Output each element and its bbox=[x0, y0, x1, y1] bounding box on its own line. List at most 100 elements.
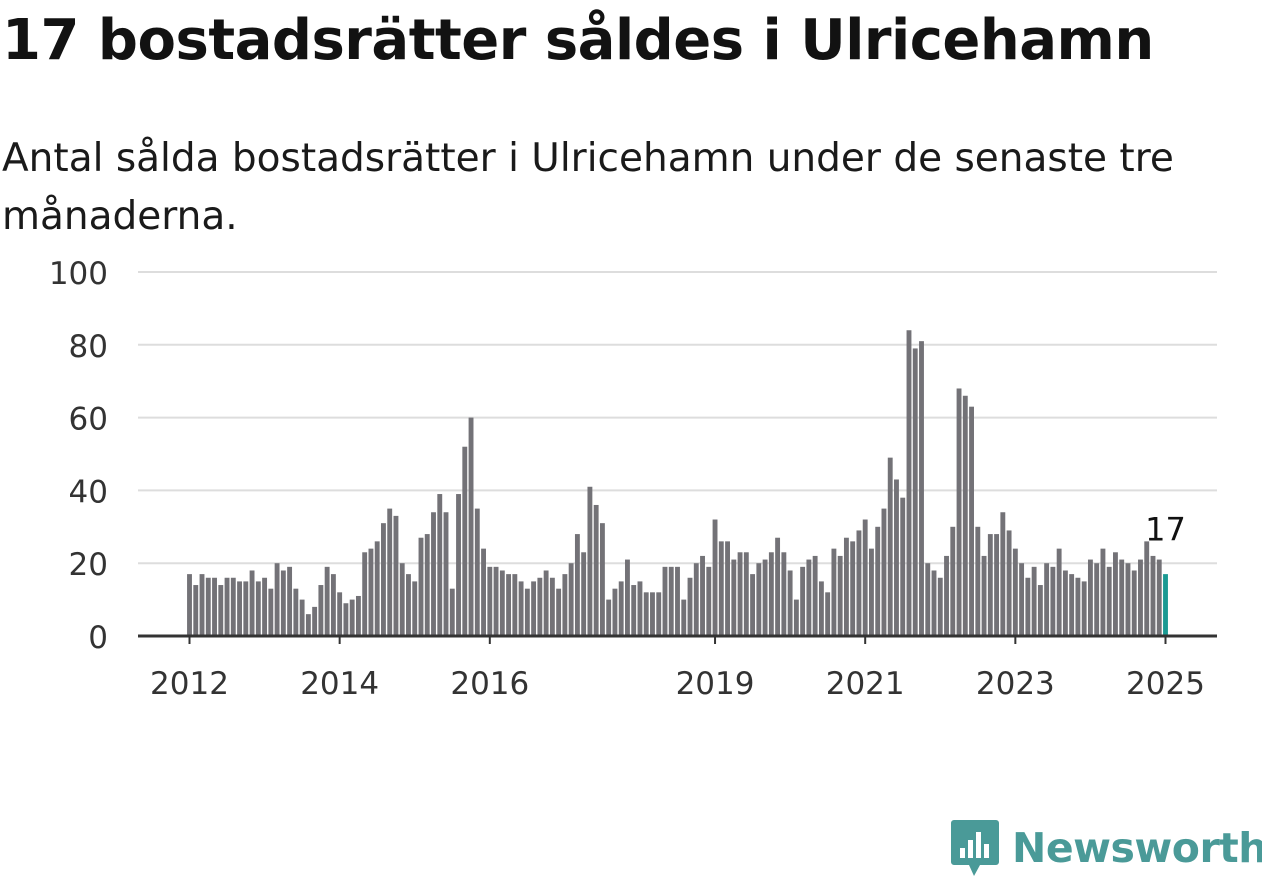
bar bbox=[230, 577, 236, 636]
bar bbox=[1056, 548, 1062, 636]
newsworthy-logo: Newsworthy bbox=[950, 818, 1262, 878]
bar bbox=[412, 581, 418, 636]
bar bbox=[768, 552, 774, 636]
bar bbox=[324, 566, 330, 636]
bar bbox=[706, 566, 712, 636]
bar bbox=[424, 534, 430, 636]
bar bbox=[656, 592, 662, 636]
bar bbox=[806, 559, 812, 636]
bar bbox=[668, 566, 674, 636]
bar bbox=[506, 574, 512, 636]
bar bbox=[330, 574, 336, 636]
bar bbox=[399, 563, 405, 636]
bar bbox=[462, 446, 468, 636]
bar bbox=[693, 563, 699, 636]
bar bbox=[987, 534, 993, 636]
bar bbox=[212, 577, 217, 636]
bar bbox=[831, 548, 837, 636]
x-tick-label: 2014 bbox=[300, 666, 379, 702]
bar bbox=[456, 494, 461, 636]
bar bbox=[756, 563, 762, 636]
bar bbox=[643, 592, 649, 636]
bar bbox=[975, 526, 981, 636]
y-axis-ticks: 0 20 40 60 80 100 bbox=[49, 256, 108, 656]
bar bbox=[731, 559, 737, 636]
bar bbox=[837, 555, 843, 636]
x-tick-label: 2021 bbox=[826, 666, 905, 702]
bar bbox=[205, 577, 211, 636]
bar bbox=[337, 592, 343, 636]
bar bbox=[931, 570, 937, 636]
bar bbox=[737, 552, 743, 636]
bar bbox=[1000, 512, 1006, 636]
bar bbox=[406, 574, 411, 636]
bar bbox=[700, 555, 705, 636]
bar bbox=[856, 530, 862, 636]
bar bbox=[274, 563, 280, 636]
bar bbox=[1156, 559, 1162, 636]
bar bbox=[1144, 541, 1150, 636]
bar bbox=[969, 406, 974, 636]
bar bbox=[937, 577, 943, 636]
last-value-label: 17 bbox=[1145, 511, 1186, 549]
bar bbox=[487, 566, 493, 636]
chart-subtitle: Antal sålda bostadsrätter i Ulricehamn u… bbox=[2, 136, 1174, 239]
bar bbox=[956, 388, 962, 636]
bar bbox=[944, 555, 949, 636]
bar bbox=[875, 526, 881, 636]
bar bbox=[187, 574, 192, 636]
bar bbox=[312, 606, 318, 636]
bar bbox=[681, 599, 687, 636]
brand-name: Newsworthy bbox=[1012, 824, 1262, 872]
bar bbox=[349, 599, 355, 636]
bar bbox=[1031, 566, 1037, 636]
bar bbox=[1075, 577, 1081, 636]
bar bbox=[599, 523, 605, 636]
bar bbox=[981, 555, 987, 636]
bar bbox=[362, 552, 368, 636]
bar bbox=[1044, 563, 1050, 636]
bar bbox=[574, 534, 580, 636]
bar bbox=[293, 588, 299, 636]
gridlines bbox=[138, 271, 1217, 565]
bar bbox=[268, 588, 274, 636]
bar bbox=[1106, 566, 1112, 636]
bar bbox=[612, 588, 618, 636]
bar bbox=[556, 588, 562, 636]
bar bbox=[862, 519, 868, 636]
bar bbox=[587, 486, 593, 636]
bar bbox=[631, 585, 637, 636]
bar bbox=[1150, 555, 1156, 636]
bar bbox=[687, 577, 693, 636]
bar bbox=[850, 541, 856, 636]
bar bbox=[593, 504, 599, 636]
y-tick-label: 20 bbox=[69, 547, 108, 583]
bar bbox=[787, 570, 793, 636]
bar bbox=[919, 341, 924, 636]
bar bbox=[662, 566, 668, 636]
bar bbox=[287, 566, 293, 636]
bar bbox=[869, 548, 874, 636]
bar bbox=[499, 570, 505, 636]
bar bbox=[750, 574, 756, 636]
bar bbox=[775, 537, 781, 636]
bars bbox=[187, 330, 1168, 636]
chart-title: 17 bostadsrätter såldes i Ulricehamn bbox=[2, 8, 1154, 73]
bar bbox=[537, 577, 543, 636]
bar bbox=[912, 348, 918, 636]
bar bbox=[493, 566, 499, 636]
bar bbox=[1025, 577, 1031, 636]
bar bbox=[743, 552, 749, 636]
y-tick-label: 40 bbox=[69, 474, 108, 510]
y-tick-label: 60 bbox=[69, 402, 108, 438]
y-tick-label: 100 bbox=[49, 256, 108, 292]
bar bbox=[1019, 563, 1025, 636]
bar bbox=[1119, 559, 1125, 636]
bar bbox=[1125, 563, 1131, 636]
y-tick-label: 80 bbox=[69, 329, 108, 365]
bar bbox=[1006, 530, 1012, 636]
bar bbox=[881, 508, 887, 636]
bar bbox=[618, 581, 624, 636]
bar bbox=[368, 548, 374, 636]
bar bbox=[800, 566, 806, 636]
